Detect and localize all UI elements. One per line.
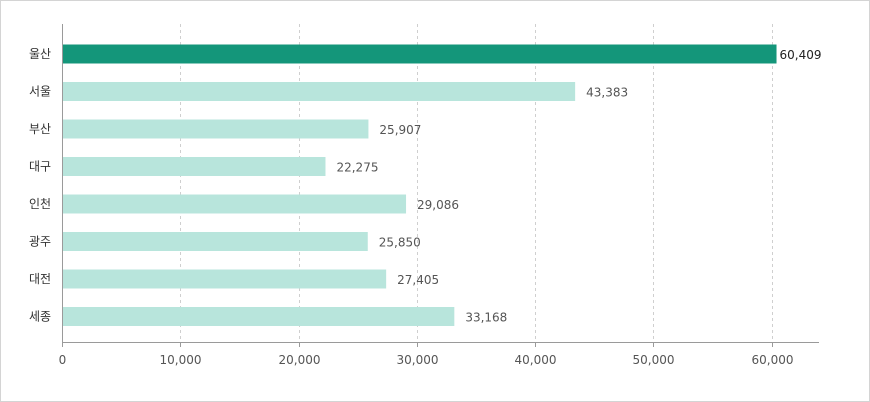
- data-label: 27,405: [397, 273, 439, 287]
- category-label: 대구: [29, 160, 51, 174]
- x-tick-label: 40,000: [515, 353, 557, 367]
- bar: [63, 194, 407, 214]
- axes: 0 10,000 20,000 30,000 40,000 50,000 60,000 울산 6…: [29, 24, 822, 367]
- gridlines: [180, 24, 773, 342]
- category-label: 서울: [29, 85, 51, 99]
- x-tick-label: 0: [59, 353, 67, 367]
- data-label: 22,275: [336, 161, 378, 175]
- bar: [63, 82, 576, 101]
- x-tick-label: 30,000: [397, 353, 439, 367]
- category-label: 부산: [29, 122, 51, 136]
- data-label: 43,383: [586, 86, 628, 100]
- x-tick-label: 20,000: [279, 353, 321, 367]
- category-label: 대전: [29, 272, 51, 286]
- data-label: 60,409: [780, 48, 822, 62]
- data-label: 33,168: [465, 311, 507, 325]
- category-label: 인천: [29, 196, 51, 211]
- data-label: 25,850: [379, 236, 421, 250]
- bar: [63, 269, 387, 289]
- category-label: 울산: [29, 47, 51, 61]
- category-label: 광주: [29, 235, 51, 249]
- data-label: 29,086: [417, 198, 459, 212]
- bar: [63, 119, 369, 139]
- x-tick-label: 50,000: [633, 353, 675, 367]
- bar: [63, 307, 455, 326]
- category-label: 세종: [29, 310, 51, 324]
- bar-highlight: [63, 44, 777, 64]
- x-tick-label: 60,000: [752, 353, 794, 367]
- bar: [63, 232, 368, 251]
- x-tick-label: 10,000: [160, 353, 202, 367]
- data-label: 25,907: [379, 123, 421, 137]
- bar: [63, 157, 326, 176]
- bars: [63, 44, 777, 326]
